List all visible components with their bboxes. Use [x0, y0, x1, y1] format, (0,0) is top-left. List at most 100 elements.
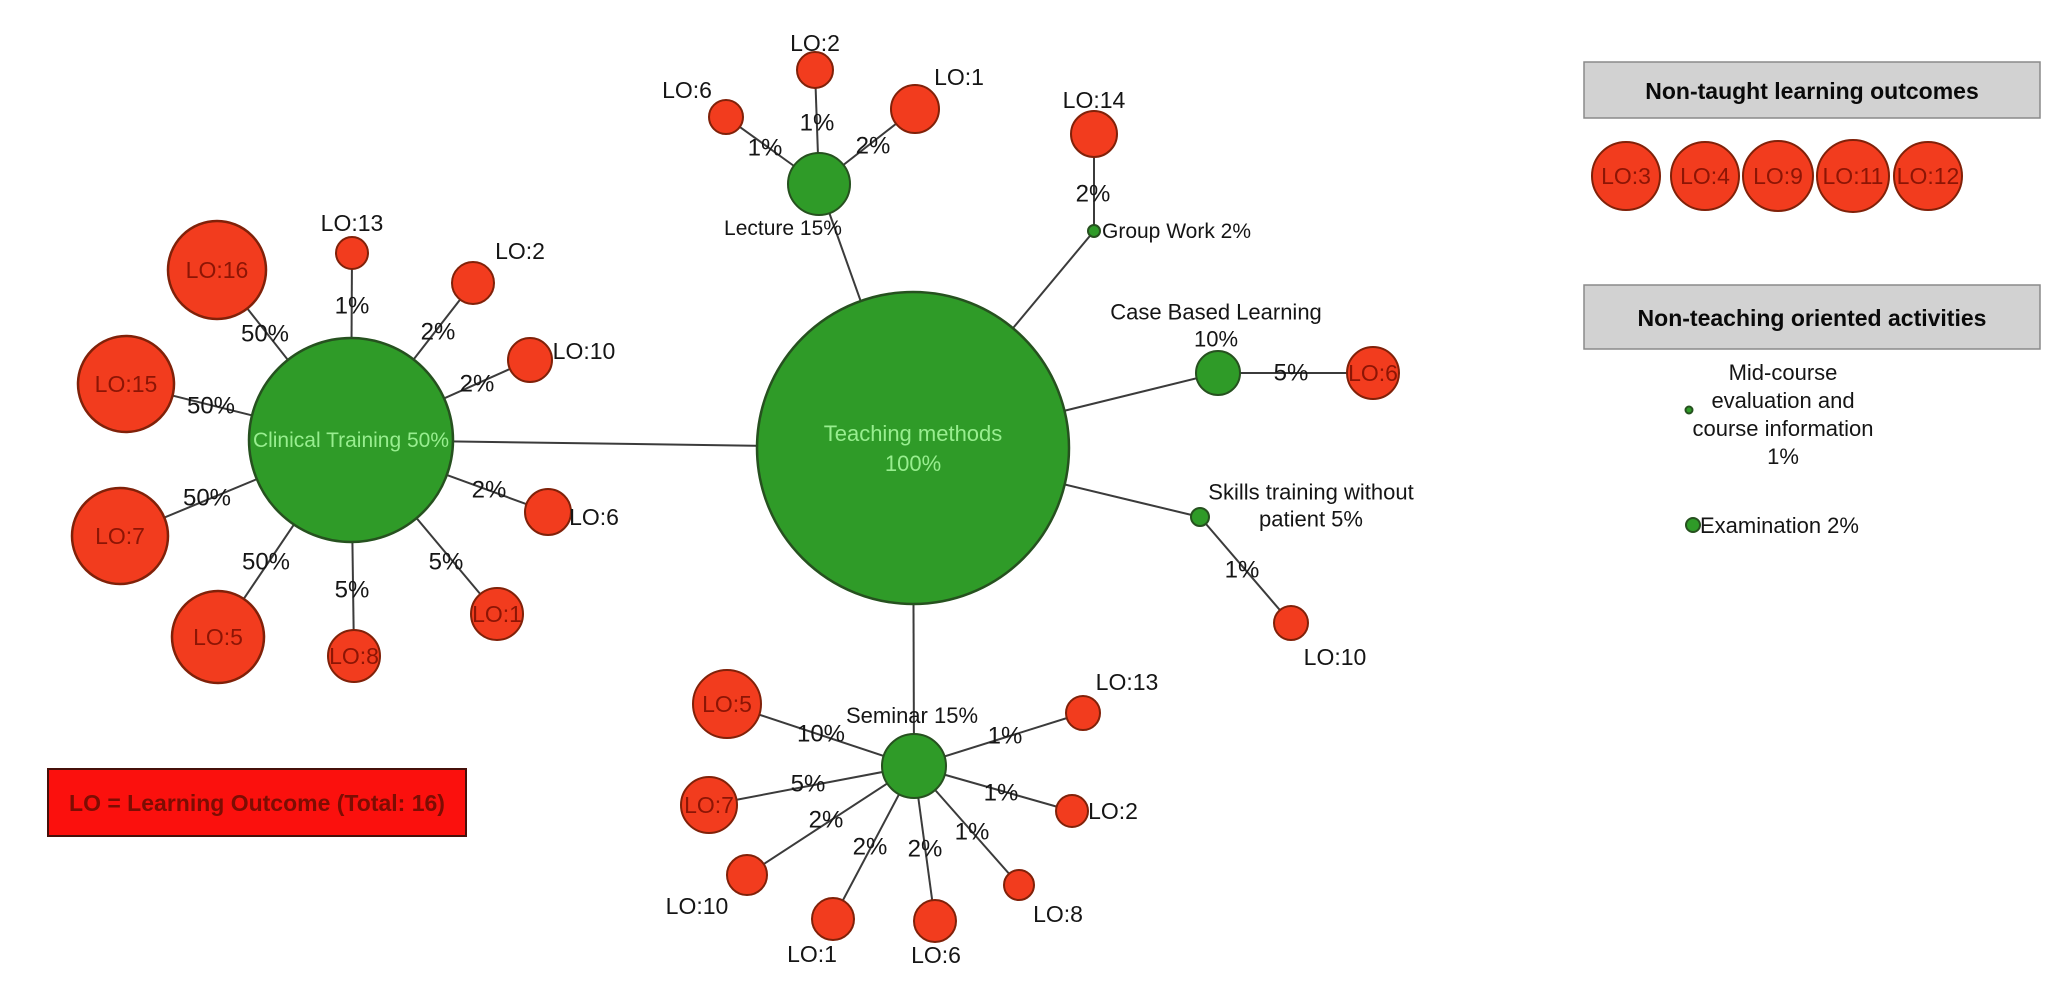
- node-label-seminar-lo6-line-0: LO:6: [911, 942, 961, 968]
- edge-weight-label-clinical-to-clinical-lo7: 50%: [183, 485, 231, 512]
- edge-weight-label-skills-training-to-skills-lo10: 1%: [1225, 557, 1260, 584]
- node-label-seminar-line-0: Seminar 15%: [846, 703, 978, 728]
- legend-box-lo-abbreviation: [47, 768, 467, 837]
- node-label-skills-training: Skills training without patient 5%: [1208, 479, 1413, 531]
- node-label-mid-course-evaluation-line-1: evaluation and: [1711, 388, 1854, 413]
- node-case-based-lo6: [1346, 346, 1400, 400]
- node-layer: [70, 51, 1963, 943]
- node-label-case-based-learning-line-0: Case Based Learning: [1110, 299, 1322, 324]
- edge-weight-label-lecture-to-lecture-lo2: 1%: [800, 110, 835, 137]
- node-label-seminar-lo10: LO:10: [666, 893, 729, 919]
- node-clinical-lo16: [166, 219, 268, 321]
- node-non-taught-lo9: [1742, 140, 1814, 212]
- node-label-clinical-lo13-line-0: LO:13: [321, 210, 384, 236]
- node-label-clinical-lo8: LO:8: [329, 643, 379, 669]
- node-label-case-based-learning: Case Based Learning 10%: [1110, 299, 1322, 351]
- node-examination: [1685, 517, 1701, 533]
- node-label-non-taught-lo3-line-0: LO:3: [1601, 163, 1651, 189]
- node-group-work: [1087, 224, 1101, 238]
- edge-weight-label-clinical-to-clinical-lo6: 2%: [472, 477, 507, 504]
- legend-title-non-taught-header: Non-taught learning outcomes: [1645, 78, 1979, 104]
- node-label-clinical-lo1-line-0: LO:1: [472, 601, 522, 627]
- node-label-lecture-lo6: LO:6: [662, 77, 712, 103]
- edge-seminar-to-seminar-lo7: [708, 765, 915, 806]
- node-seminar-lo8: [1003, 869, 1035, 901]
- node-label-clinical-lo16-line-0: LO:16: [186, 257, 249, 283]
- node-clinical-lo7: [70, 486, 170, 586]
- edge-weight-label-lecture-to-lecture-lo1: 2%: [856, 133, 891, 160]
- edge-weight-label-clinical-to-clinical-lo8: 5%: [335, 577, 370, 604]
- node-label-mid-course-evaluation-line-0: Mid-course: [1729, 360, 1838, 385]
- edge-weight-label-clinical-to-clinical-lo16: 50%: [241, 321, 289, 348]
- node-label-non-taught-lo11: LO:11: [1823, 163, 1884, 189]
- node-label-group-work-lo14: LO:14: [1063, 87, 1126, 113]
- node-seminar-lo7: [680, 776, 738, 834]
- node-mid-course-evaluation: [1684, 405, 1694, 415]
- node-label-skills-training-line-1: patient 5%: [1259, 506, 1363, 531]
- node-teaching: [755, 290, 1071, 606]
- node-skills-training: [1190, 507, 1210, 527]
- node-label-teaching-line-0: Teaching methods: [824, 421, 1003, 446]
- node-seminar-lo13: [1065, 695, 1101, 731]
- edge-weight-label-lecture-to-lecture-lo6: 1%: [748, 135, 783, 162]
- node-seminar-lo2: [1055, 794, 1089, 828]
- node-label-lecture-lo2: LO:2: [790, 30, 840, 56]
- node-label-skills-lo10: LO:10: [1304, 644, 1367, 670]
- node-label-clinical-lo1: LO:1: [472, 601, 522, 627]
- legend-box-non-taught-header: [1583, 61, 2041, 119]
- node-label-skills-training-line-0: Skills training without: [1208, 479, 1413, 504]
- edge-weight-label-clinical-to-clinical-lo2: 2%: [421, 319, 456, 346]
- node-lecture: [787, 152, 851, 216]
- node-lecture-lo2: [796, 51, 834, 89]
- node-label-mid-course-evaluation-line-3: 1%: [1767, 444, 1799, 469]
- edge-skills-training-to-skills-lo10: [1199, 516, 1292, 624]
- node-label-lecture-lo1-line-0: LO:1: [934, 64, 984, 90]
- legend-title-non-teaching-header: Non-teaching oriented activities: [1638, 305, 1987, 331]
- node-label-lecture: Lecture 15%: [724, 217, 842, 240]
- node-label-layer: Teaching methods 100% Clinical Training 50…: [95, 30, 1960, 968]
- node-clinical-lo10: [507, 337, 553, 383]
- node-label-non-taught-lo4: LO:4: [1680, 163, 1730, 189]
- node-label-seminar-lo1: LO:1: [787, 941, 837, 967]
- node-label-clinical-lo15: LO:15: [95, 371, 158, 397]
- node-label-clinical-lo7: LO:7: [95, 523, 145, 549]
- edge-weight-label-seminar-to-seminar-lo10: 2%: [809, 807, 844, 834]
- node-skills-lo10: [1273, 605, 1309, 641]
- node-label-clinical-lo6: LO:6: [569, 504, 619, 530]
- edge-weight-label-seminar-to-seminar-lo6: 2%: [908, 836, 943, 863]
- node-label-non-taught-lo12: LO:12: [1897, 163, 1960, 189]
- edge-weight-label-seminar-to-seminar-lo1: 2%: [853, 834, 888, 861]
- node-seminar-lo10: [726, 854, 768, 896]
- node-label-teaching: Teaching methods 100%: [824, 421, 1003, 476]
- edge-weight-label-clinical-to-clinical-lo15: 50%: [187, 393, 235, 420]
- node-lecture-lo1: [890, 84, 940, 134]
- node-seminar-lo1: [811, 897, 855, 941]
- edge-weight-label-clinical-to-clinical-lo13: 1%: [335, 293, 370, 320]
- node-label-case-based-lo6-line-0: LO:6: [1348, 360, 1398, 386]
- node-clinical-lo15: [76, 334, 176, 434]
- node-non-taught-lo11: [1816, 139, 1890, 213]
- node-label-seminar-lo7-line-0: LO:7: [684, 792, 734, 818]
- node-label-seminar: Seminar 15%: [846, 703, 978, 728]
- node-seminar-lo5: [692, 669, 762, 739]
- node-clinical-lo13: [335, 236, 369, 270]
- node-label-clinical-lo2: LO:2: [495, 238, 545, 264]
- node-label-non-taught-lo12-line-0: LO:12: [1897, 163, 1960, 189]
- legend-box-non-teaching-header: [1583, 284, 2041, 350]
- node-seminar-lo6: [913, 899, 957, 943]
- node-label-teaching-line-1: 100%: [885, 451, 941, 476]
- node-case-based-learning: [1195, 350, 1241, 396]
- edge-weight-label-seminar-to-seminar-lo8: 1%: [955, 819, 990, 846]
- node-label-group-work: Group Work 2%: [1102, 220, 1251, 243]
- node-label-seminar-lo5: LO:5: [702, 691, 752, 717]
- edge-seminar-to-seminar-lo10: [746, 765, 915, 876]
- node-label-group-work-lo14-line-0: LO:14: [1063, 87, 1126, 113]
- node-label-clinical-lo5-line-0: LO:5: [193, 624, 243, 650]
- edge-weight-label-case-based-learning-to-case-based-lo6: 5%: [1274, 360, 1309, 387]
- node-label-clinical-lo10-line-0: LO:10: [553, 338, 616, 364]
- legend-title-lo-abbreviation: LO = Learning Outcome (Total: 16): [69, 790, 445, 816]
- node-label-examination-line-0: Examination 2%: [1700, 513, 1859, 538]
- node-label-non-taught-lo9-line-0: LO:9: [1753, 163, 1803, 189]
- node-label-seminar-lo2: LO:2: [1088, 798, 1138, 824]
